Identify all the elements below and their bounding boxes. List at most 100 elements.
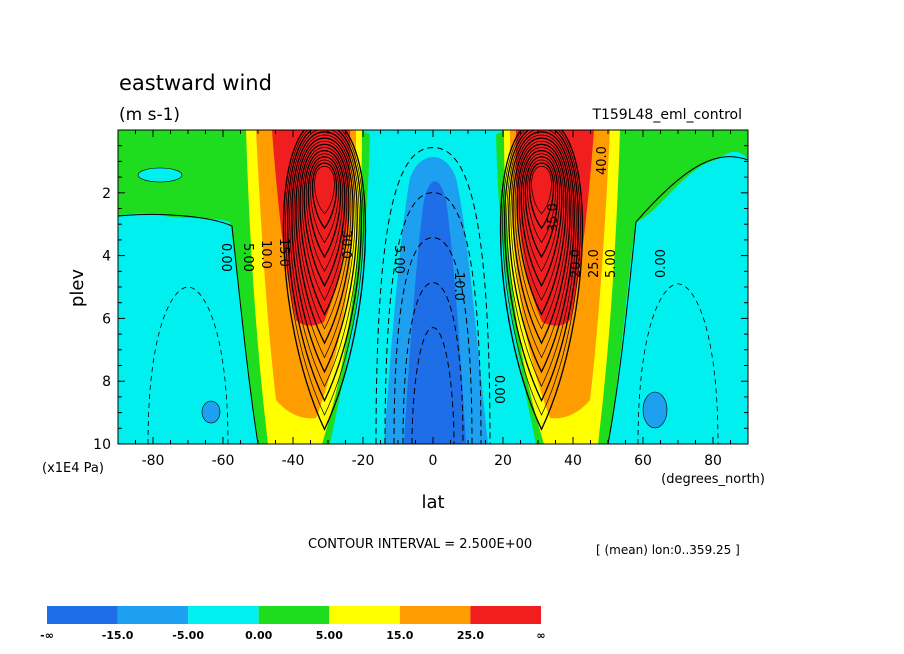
y-tick-label: 6 — [102, 311, 111, 327]
band-equator-blue — [404, 181, 466, 444]
jet-contour — [301, 147, 348, 301]
jet-contour — [520, 149, 563, 287]
jet-contour — [518, 147, 565, 301]
easterly-contour — [402, 282, 464, 444]
colorbar-label: 25.0 — [457, 629, 484, 642]
contour-label: 0.00 — [218, 243, 233, 272]
contour-label: 0.00 — [654, 249, 669, 278]
jet-contour — [516, 143, 567, 316]
jet-contour — [531, 165, 552, 215]
chart-title: eastward wind — [119, 71, 272, 95]
jet-contour — [510, 134, 573, 359]
x-units: (degrees_north) — [661, 472, 765, 487]
jet-contour — [314, 165, 335, 215]
polar-contour — [637, 283, 719, 444]
dataset-label: T159L48_eml_control — [591, 107, 742, 123]
colorbar-swatch — [117, 606, 189, 624]
x-tick-label: 0 — [429, 453, 438, 469]
jet-contour — [295, 137, 354, 345]
jet-contour — [502, 130, 581, 416]
easterly-contour — [411, 327, 455, 444]
x-tick-label: -40 — [282, 453, 305, 469]
jet-contour — [297, 140, 352, 330]
y-tick-label: 10 — [93, 437, 111, 453]
easterly-contour — [375, 147, 491, 444]
jet-contour — [305, 153, 344, 272]
colorbar-swatch — [399, 606, 471, 624]
jet-contour — [289, 130, 360, 388]
colorbar-label: -∞ — [40, 629, 54, 642]
colorbar-swatch — [47, 606, 118, 624]
contour-label: 40.0 — [595, 146, 610, 175]
colorbar-label: 5.00 — [316, 629, 343, 642]
colorbar-label: ∞ — [536, 629, 545, 642]
colorbar-label: -5.00 — [172, 629, 204, 642]
contour-label: 0.00 — [491, 375, 506, 404]
contour-label: 5.00 — [604, 249, 619, 278]
contour-label-group: 0.00 5.00 10.0 15.0 35.0 40.0 10.0 5.00 … — [218, 146, 669, 404]
y-units: (x1E4 Pa) — [42, 461, 104, 476]
jet-contour — [307, 156, 342, 259]
y-tick-label: 2 — [102, 186, 111, 202]
jet-contour — [506, 130, 577, 388]
colorbar: -∞ -15.0 -5.00 0.00 5.00 15.0 25.0 ∞ — [40, 606, 546, 642]
x-tick-label: 40 — [564, 453, 582, 469]
contour-label: 30.0 — [338, 230, 353, 259]
jet-contour — [299, 143, 350, 316]
colorbar-swatch — [329, 606, 400, 624]
jet-contour — [282, 130, 367, 431]
jet-contour — [514, 140, 569, 330]
contour-label: 35.0 — [546, 203, 561, 232]
contour-label: 10.0 — [258, 240, 273, 269]
zero-contour — [607, 156, 748, 444]
easterly-contour — [384, 192, 482, 444]
y-tick-label: 8 — [102, 374, 111, 390]
jet-contour — [512, 137, 571, 345]
mean-note: [ (mean) lon:0..359.25 ] — [596, 543, 740, 557]
jet-contour — [291, 131, 358, 374]
contour-label: 20.0 — [569, 249, 584, 278]
contour-label: 25.0 — [587, 249, 602, 278]
patch-south-cyan — [137, 167, 183, 183]
jet-contour — [310, 159, 339, 244]
axes: -80 -60 -40 -20 0 20 40 60 80 2 4 6 8 10 — [93, 130, 749, 469]
y-axis-label: plev — [67, 269, 88, 308]
jet-contour — [524, 156, 559, 259]
x-tick-label: 60 — [634, 453, 652, 469]
x-tick-label: 80 — [704, 453, 722, 469]
x-tick-label: -60 — [212, 453, 235, 469]
zero-contour — [118, 213, 259, 444]
chart-units: (m s-1) — [119, 105, 180, 125]
colorbar-swatch — [188, 606, 259, 624]
x-tick-label: -20 — [352, 453, 375, 469]
easterly-contour — [393, 237, 473, 444]
colorbar-label: -15.0 — [102, 629, 134, 642]
jet-contour — [285, 130, 364, 416]
y-tick-label: 4 — [102, 249, 111, 265]
patch-south-blue — [201, 400, 221, 424]
jet-contour — [293, 134, 356, 359]
jet-contour — [303, 149, 346, 287]
contour-label: 5.00 — [391, 245, 406, 274]
x-tick-label: -80 — [142, 453, 165, 469]
colorbar-swatch — [470, 606, 541, 624]
jet-contour — [504, 130, 579, 403]
contour-label: 10.0 — [451, 272, 466, 301]
contour-lines — [118, 130, 748, 444]
patch-north-blue — [642, 391, 668, 429]
contour-interval: CONTOUR INTERVAL = 2.500E+00 — [308, 537, 532, 552]
jet-contour — [499, 130, 584, 431]
jet-contour — [527, 159, 556, 244]
colorbar-label: 0.00 — [245, 629, 272, 642]
jet-contour — [287, 130, 362, 403]
colorbar-label: 15.0 — [386, 629, 413, 642]
contour-label: 5.00 — [240, 243, 255, 272]
plot-area — [118, 130, 748, 444]
contour-label: 15.0 — [276, 238, 291, 267]
jet-contour — [522, 153, 561, 272]
x-axis-label: lat — [421, 492, 444, 513]
jet-contour — [311, 162, 338, 230]
jet-contour — [508, 131, 575, 374]
x-tick-label: 20 — [494, 453, 512, 469]
